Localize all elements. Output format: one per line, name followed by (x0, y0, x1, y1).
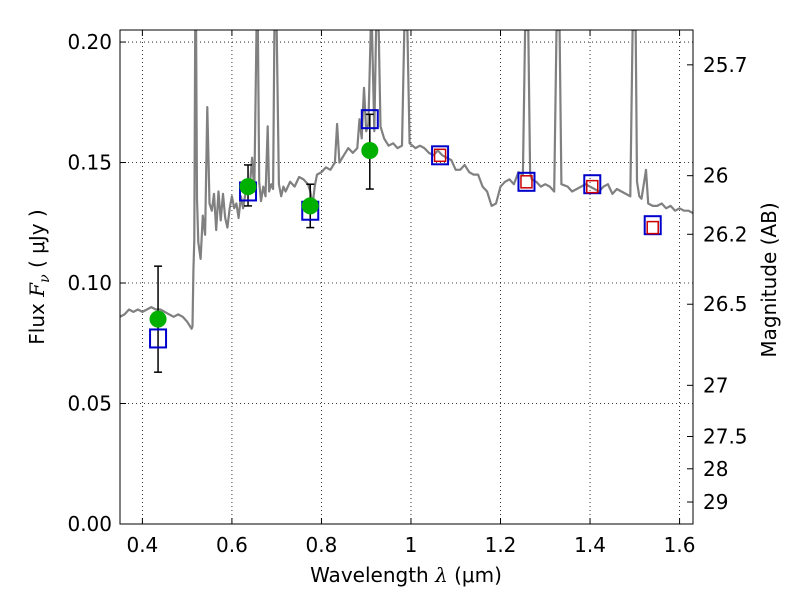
y-axis-label: Flux Fν ( μJy ) (25, 209, 53, 344)
y2-tick-label: 27.5 (703, 425, 748, 449)
plot-frame (119, 29, 694, 525)
ticks: 0.4 0.6 0.8 1 1.2 1.4 1.6 0.00 0.05 0.10 0.15 0.20 2… (67, 30, 748, 557)
inner-square-marker (520, 175, 533, 189)
x-tick-label: 1 (405, 533, 418, 557)
y2-tick-label: 29 (703, 490, 728, 514)
y2-tick-label: 28 (703, 457, 728, 481)
x-tick-label: 1.4 (574, 533, 606, 557)
measured-point (361, 141, 379, 159)
y2-tick-label: 26 (703, 164, 728, 188)
y2-tick-label: 25.7 (703, 53, 748, 77)
model-square-marker (360, 109, 379, 130)
y2-axis-label: Magnitude (AB) (757, 202, 781, 357)
measured-point (239, 178, 257, 196)
markers (149, 109, 662, 373)
y-tick-label: 0.05 (67, 392, 112, 416)
y2-tick-label: 27 (703, 373, 728, 397)
measured-point (301, 197, 319, 215)
x-tick-label: 0.8 (306, 533, 338, 557)
x-tick-label: 0.4 (126, 533, 158, 557)
model-square-marker (431, 145, 450, 166)
model-square-marker (149, 328, 168, 349)
y-tick-label: 0.10 (67, 271, 112, 295)
y-tick-label: 0.00 (67, 512, 112, 536)
x-tick-label: 1.6 (664, 533, 696, 557)
measured-point (149, 310, 167, 328)
x-axis-label: Wavelength λ (μm) (310, 563, 502, 587)
y-tick-label: 0.20 (67, 30, 112, 54)
inner-square-marker (646, 220, 659, 235)
inner-square-marker (586, 179, 599, 194)
inner-square-marker (433, 148, 447, 163)
y-tick-label: 0.15 (67, 151, 112, 175)
x-tick-label: 0.6 (216, 533, 248, 557)
x-tick-label: 1.2 (485, 533, 517, 557)
model-square-marker (517, 171, 536, 192)
y2-tick-label: 26.5 (703, 292, 748, 316)
y2-tick-label: 26.2 (703, 222, 748, 246)
